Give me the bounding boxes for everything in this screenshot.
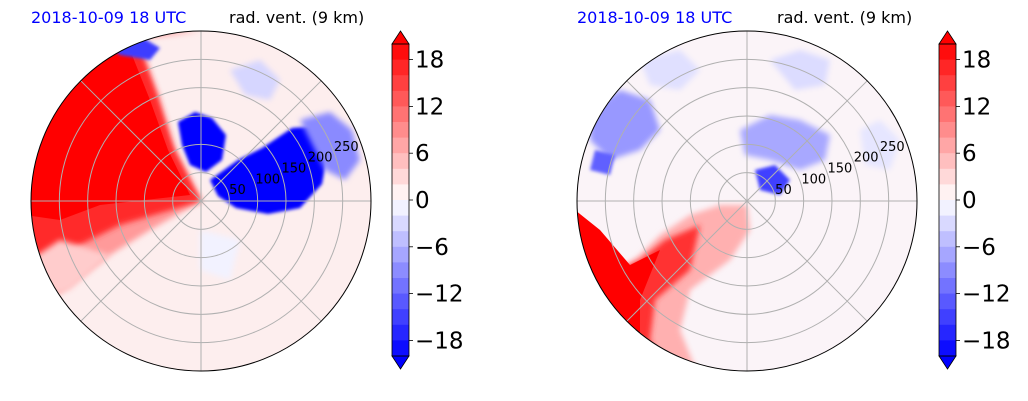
left-cbar-tick-18: 18 <box>415 48 444 74</box>
colorbar-extend-max <box>391 30 410 45</box>
right-cbar-tick-18: 18 <box>962 48 991 74</box>
azimuth-spoke-315 <box>746 200 868 322</box>
left-radial-label-50: 50 <box>229 183 246 198</box>
right-radial-labels: 50 100 150 200 250 <box>775 140 905 198</box>
azimuth-spoke-45 <box>200 80 322 202</box>
right-radial-label-100: 100 <box>801 172 826 187</box>
right-azimuth-spokes <box>577 31 917 371</box>
colorbar-band-14 <box>939 262 956 279</box>
right-radial-label-150: 150 <box>828 161 853 176</box>
left-cbar-tick-minus6: −6 <box>415 235 449 261</box>
colorbar-band-10 <box>939 200 956 217</box>
colorbar-band-11 <box>939 215 956 232</box>
colorbar-band-6 <box>939 137 956 154</box>
left-polar-frame <box>30 30 372 372</box>
right-cbar-tick-12: 12 <box>962 94 991 120</box>
colorbar-band-16 <box>939 293 956 310</box>
left-panel: 2018-10-09 18 UTC rad. vent. (9 km) 50 1… <box>30 8 464 372</box>
colorbar-band-18 <box>392 324 409 341</box>
colorbar-band-1 <box>939 59 956 76</box>
left-radial-label-250: 250 <box>334 140 359 155</box>
azimuth-spoke-45 <box>746 80 868 202</box>
colorbar-band-11 <box>392 215 409 232</box>
colorbar-band-2 <box>392 75 409 92</box>
right-panel: 2018-10-09 18 UTC rad. vent. (9 km) 50 1… <box>576 8 1011 372</box>
colorbar-band-9 <box>939 184 956 201</box>
colorbar-band-3 <box>392 90 409 107</box>
right-grid <box>577 31 917 371</box>
colorbar-band-7 <box>939 153 956 170</box>
colorbar-band-0 <box>392 44 409 61</box>
colorbar-band-14 <box>392 262 409 279</box>
colorbar-band-3 <box>939 90 956 107</box>
colorbar-band-17 <box>939 309 956 326</box>
left-cbar-tick-minus18: −18 <box>415 328 464 354</box>
left-azimuth-spokes <box>31 31 371 371</box>
colorbar-extend-min <box>391 355 410 370</box>
colorbar-band-2 <box>939 75 956 92</box>
azimuth-spoke-225 <box>80 200 202 322</box>
right-cbar-tick-minus6: −6 <box>962 235 996 261</box>
right-colorbar-ticks: 18 12 6 0 −6 −12 −18 <box>962 48 1011 355</box>
right-polar-frame <box>576 30 918 372</box>
colorbar-band-17 <box>392 309 409 326</box>
colorbar-band-15 <box>392 278 409 295</box>
colorbar-band-8 <box>392 168 409 185</box>
left-cbar-tick-12: 12 <box>415 94 444 120</box>
colorbar-band-13 <box>939 246 956 263</box>
colorbar-band-18 <box>939 324 956 341</box>
left-cbar-tick-0: 0 <box>415 188 430 214</box>
colorbar-band-5 <box>939 122 956 139</box>
colorbar-band-1 <box>392 59 409 76</box>
colorbar-band-10 <box>392 200 409 217</box>
colorbar-band-12 <box>392 231 409 248</box>
right-cbar-tick-0: 0 <box>962 188 977 214</box>
colorbar-extend-min <box>938 355 957 370</box>
left-cbar-tick-minus12: −12 <box>415 282 464 308</box>
right-radial-label-200: 200 <box>854 151 879 166</box>
colorbar-band-13 <box>392 246 409 263</box>
azimuth-spoke-135 <box>626 80 748 202</box>
left-radial-labels: 50 100 150 200 250 <box>229 140 359 198</box>
colorbar-band-0 <box>939 44 956 61</box>
colorbar-band-5 <box>392 122 409 139</box>
azimuth-spoke-225 <box>626 200 748 322</box>
azimuth-spoke-135 <box>80 80 202 202</box>
right-radial-label-50: 50 <box>775 183 792 198</box>
colorbar-band-4 <box>392 106 409 123</box>
colorbar-extend-max <box>938 30 957 45</box>
colorbar-band-6 <box>392 137 409 154</box>
colorbar-band-7 <box>392 153 409 170</box>
colorbar-band-16 <box>392 293 409 310</box>
azimuth-spoke-315 <box>200 200 322 322</box>
left-grid <box>31 31 371 371</box>
colorbar-band-19 <box>939 340 956 357</box>
left-radial-label-150: 150 <box>282 161 307 176</box>
colorbar-band-9 <box>392 184 409 201</box>
left-radial-label-100: 100 <box>255 172 280 187</box>
colorbar-band-15 <box>939 278 956 295</box>
left-colorbar-ticks: 18 12 6 0 −6 −12 −18 <box>415 48 464 355</box>
right-cbar-tick-minus18: −18 <box>962 328 1011 354</box>
colorbar-band-19 <box>392 340 409 357</box>
right-radial-label-250: 250 <box>880 140 905 155</box>
left-title-variable: rad. vent. (9 km) <box>229 8 364 27</box>
right-cbar-tick-minus12: −12 <box>962 282 1011 308</box>
left-cbar-tick-6: 6 <box>415 141 430 167</box>
right-title-variable: rad. vent. (9 km) <box>777 8 912 27</box>
right-cbar-tick-6: 6 <box>962 141 977 167</box>
colorbar-band-4 <box>939 106 956 123</box>
right-title-time: 2018-10-09 18 UTC <box>577 8 732 27</box>
left-colorbar <box>391 30 413 370</box>
right-colorbar <box>938 30 960 370</box>
left-radial-label-200: 200 <box>308 151 333 166</box>
colorbar-band-12 <box>939 231 956 248</box>
colorbar-band-8 <box>939 168 956 185</box>
left-title-time: 2018-10-09 18 UTC <box>31 8 186 27</box>
